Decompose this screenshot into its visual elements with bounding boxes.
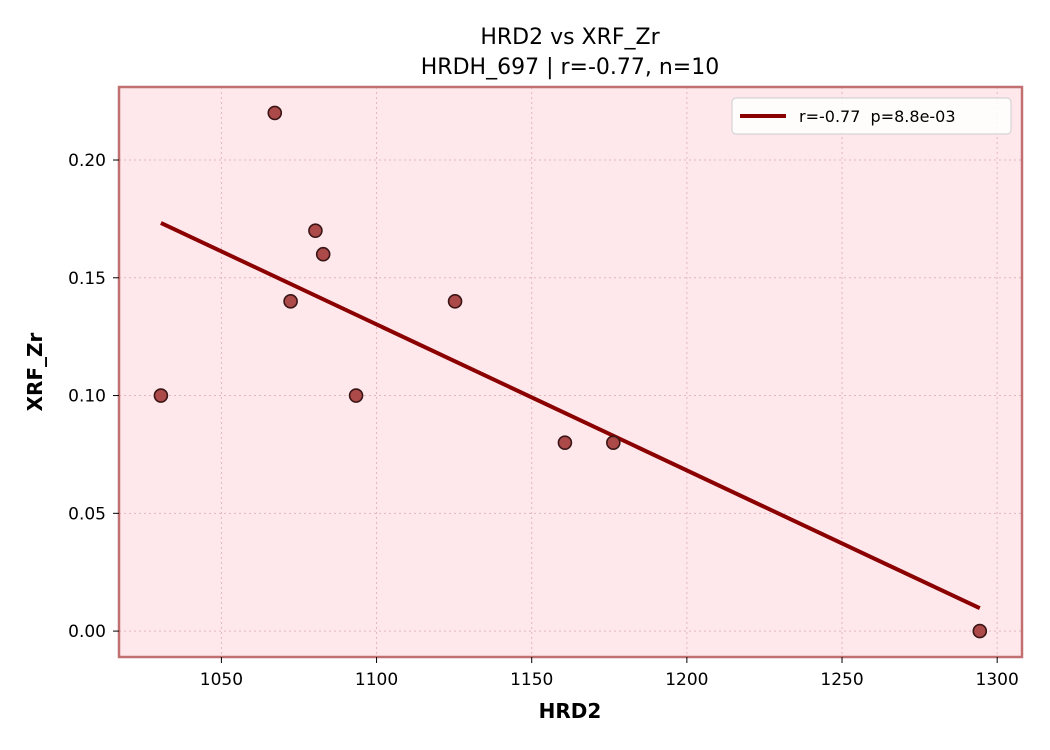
plot-area: [119, 87, 1022, 657]
scatter-point: [447, 294, 463, 309]
plot-frame: [117, 85, 1024, 659]
scatter-point: [348, 388, 364, 403]
scatter-point: [308, 223, 323, 238]
x-tick-label: 1300: [976, 670, 1019, 690]
x-tick-label: 1150: [510, 670, 553, 690]
x-tick-label: 1200: [665, 670, 708, 690]
y-tick-label: 0.00: [68, 622, 106, 642]
legend-box: [731, 97, 1012, 135]
chart-subtitle: HRDH_697 | r=-0.77, n=10: [421, 55, 719, 80]
x-axis-ticks: 1050 1100 1150 1200 1250 1300: [200, 657, 1019, 690]
scatter-point: [153, 388, 169, 403]
fit-line-group: [160, 221, 981, 611]
chart-title: HRD2 vs XRF_Zr: [480, 25, 660, 50]
legend: r=-0.77 p=8.8e-03: [731, 97, 1012, 135]
y-tick-label: 0.20: [68, 151, 106, 171]
grid-lines: [119, 87, 1022, 657]
scatter-point: [557, 435, 573, 450]
scatter-point: [972, 623, 988, 639]
legend-label: r=-0.77 p=8.8e-03: [799, 107, 956, 126]
scatter-point: [315, 246, 331, 262]
x-tick-label: 1050: [200, 670, 243, 690]
y-axis-label: XRF_Zr: [23, 332, 47, 411]
scatter-point: [267, 105, 283, 121]
y-tick-label: 0.05: [68, 504, 106, 524]
scatter-point: [606, 435, 621, 450]
y-axis-ticks: 0.00 0.05 0.10 0.15 0.20: [68, 151, 119, 642]
x-tick-label: 1250: [820, 670, 863, 690]
x-tick-label: 1100: [355, 670, 398, 690]
fit-line: [160, 221, 981, 611]
data-points: [153, 105, 988, 639]
x-axis-label: HRD2: [539, 699, 602, 723]
scatter-point: [283, 294, 298, 309]
y-tick-label: 0.10: [68, 387, 106, 407]
y-tick-label: 0.15: [68, 269, 106, 289]
